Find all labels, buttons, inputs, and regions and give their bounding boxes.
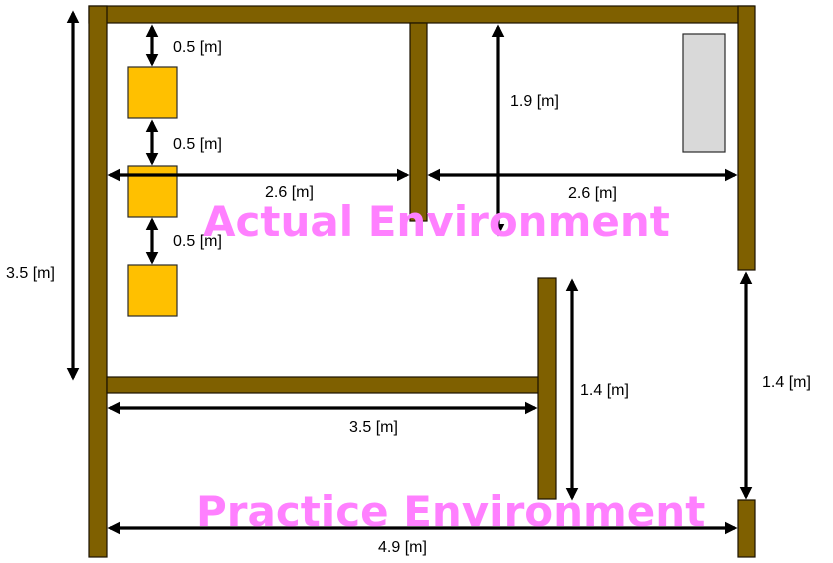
label-right-room-depth: 1.9 [m] bbox=[510, 93, 559, 110]
label-overall-width: 4.9 [m] bbox=[378, 539, 427, 556]
label-left-room-width: 2.6 [m] bbox=[265, 184, 314, 201]
vertical-stub-wall bbox=[537, 277, 557, 500]
label-stub-wall-length: 1.4 [m] bbox=[580, 382, 629, 399]
box-bottom bbox=[127, 264, 178, 317]
label-partition-length: 3.5 [m] bbox=[349, 419, 398, 436]
top-wall bbox=[88, 5, 755, 24]
label-box-gap-middle: 0.5 [m] bbox=[173, 136, 222, 153]
label-right-opening: 1.4 [m] bbox=[762, 374, 811, 391]
cabinet bbox=[682, 33, 726, 153]
right-wall-lower-stub bbox=[737, 499, 756, 558]
box-top bbox=[127, 66, 178, 119]
label-box-gap-top: 0.5 [m] bbox=[173, 39, 222, 56]
practice-environment-label: Practice Environment bbox=[196, 487, 705, 536]
middle-divider-wall bbox=[409, 22, 428, 222]
horizontal-partition-wall bbox=[106, 376, 540, 394]
label-right-room-width: 2.6 [m] bbox=[568, 185, 617, 202]
label-box-gap-bottom: 0.5 [m] bbox=[173, 233, 222, 250]
left-wall bbox=[88, 5, 108, 558]
right-wall-upper bbox=[737, 5, 756, 271]
actual-environment-label: Actual Environment bbox=[203, 197, 670, 246]
label-overall-height: 3.5 [m] bbox=[6, 265, 55, 282]
